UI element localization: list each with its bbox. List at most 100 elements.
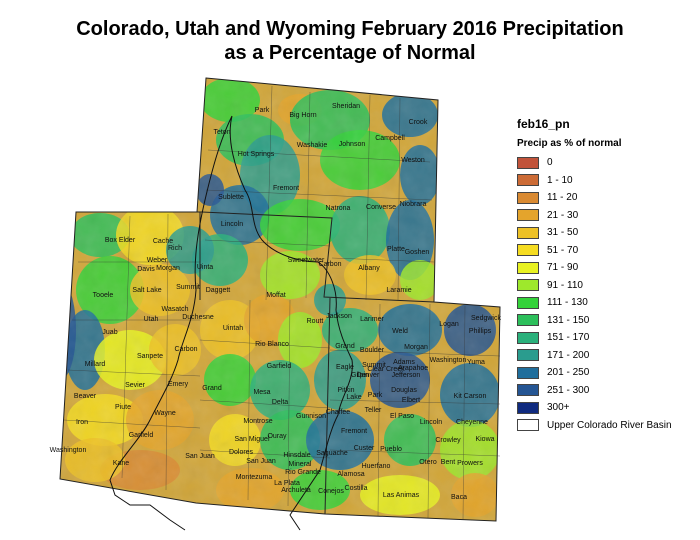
county-label: La Plata <box>274 480 300 487</box>
county-label: Delta <box>272 399 288 406</box>
legend-swatch <box>517 401 539 414</box>
legend-item: 91 - 110 <box>517 277 672 295</box>
county-label: Bent <box>441 459 455 466</box>
county-label: Yuma <box>467 359 485 366</box>
legend-item: 1 - 10 <box>517 172 672 190</box>
county-label: Uinta <box>197 264 213 271</box>
county-label: Summit <box>362 362 386 369</box>
legend-label: 1 - 10 <box>547 174 573 186</box>
legend-label: 0 <box>547 157 553 169</box>
county-label: Fremont <box>273 185 299 192</box>
legend-item: 131 - 150 <box>517 312 672 330</box>
county-label: Washakie <box>297 142 328 149</box>
legend-swatch <box>517 226 539 239</box>
county-label: Teller <box>365 407 382 414</box>
legend-swatch <box>517 314 539 327</box>
county-label: Adams <box>393 359 415 366</box>
county-label: Hinsdale <box>283 452 310 459</box>
legend-item: 51 - 70 <box>517 242 672 260</box>
legend-swatch <box>517 174 539 187</box>
legend-swatch <box>517 279 539 292</box>
county-label: Rich <box>168 245 182 252</box>
legend-label: 251 - 300 <box>547 384 590 396</box>
county-label: Sevier <box>125 382 146 389</box>
county-label: Clear Creek <box>367 366 405 373</box>
county-label: Utah <box>144 316 159 323</box>
county-label: Hot Springs <box>238 151 275 158</box>
county-label: Park <box>368 392 383 399</box>
legend-label: 151 - 170 <box>547 332 590 344</box>
county-label: Goshen <box>405 249 430 256</box>
county-label: Laramie <box>386 287 411 294</box>
county-label: Sheridan <box>332 103 360 110</box>
county-label: Lincoln <box>420 419 442 426</box>
legend-swatch <box>517 244 539 257</box>
county-label: Juab <box>102 329 117 336</box>
county-label: Douglas <box>391 387 417 394</box>
legend-item: 31 - 50 <box>517 224 672 242</box>
county-label: Teton <box>213 129 230 136</box>
county-label: Johnson <box>339 141 366 148</box>
legend-subtitle: Precip as % of normal <box>517 138 622 149</box>
county-label: Crook <box>409 119 428 126</box>
county-label: Saguache <box>316 450 348 457</box>
county-label: Big Horn <box>289 112 316 119</box>
county-label: Wasatch <box>162 306 189 313</box>
legend-label: 131 - 150 <box>547 314 590 326</box>
county-label: Sanpete <box>137 353 163 360</box>
county-label: Platte <box>387 246 405 253</box>
legend-label: Upper Colorado River Basin <box>547 419 672 431</box>
county-label: Morgan <box>404 344 428 351</box>
legend-label: 71 - 90 <box>547 262 579 274</box>
county-label: Larimer <box>360 316 384 323</box>
county-label: San Miguel <box>234 436 269 443</box>
county-label: Custer <box>354 445 375 452</box>
county-label: Rio Grande <box>285 469 321 476</box>
county-label: Albany <box>358 265 380 272</box>
county-label: Grand <box>202 385 222 392</box>
legend: feb16_pn Precip as % of normal 0 1 - 10 11… <box>517 117 672 434</box>
legend-swatch <box>517 191 539 204</box>
county-label: San Juan <box>246 458 276 465</box>
county-label: Crowley <box>435 437 461 444</box>
county-label: Alamosa <box>337 471 364 478</box>
county-label: Elbert <box>402 397 420 404</box>
county-label: Summit <box>176 284 200 291</box>
legend-item: 300+ <box>517 399 672 417</box>
county-label: El Paso <box>390 413 414 420</box>
county-label: Wayne <box>154 410 176 417</box>
county-label: Montezuma <box>236 474 273 481</box>
county-label: Converse <box>366 204 396 211</box>
county-label: Washington <box>430 357 467 364</box>
county-label: Mesa <box>253 389 270 396</box>
legend-label: 11 - 20 <box>547 192 578 204</box>
legend-swatch <box>517 209 539 222</box>
county-label: Eagle <box>336 364 354 371</box>
map-title-line2: as a Percentage of Normal <box>224 42 476 64</box>
county-label: Cache <box>153 238 173 245</box>
county-label: Conejos <box>318 488 344 495</box>
county-label: Baca <box>451 494 467 501</box>
county-label: Cheyenne <box>456 419 488 426</box>
county-label: Pitkin <box>337 387 354 394</box>
county-label: Phillips <box>469 328 492 335</box>
legend-label: 171 - 200 <box>547 349 590 361</box>
county-label: Fremont <box>341 428 367 435</box>
upper-colorado-river-basin-outline <box>109 115 353 531</box>
legend-item: 151 - 170 <box>517 329 672 347</box>
county-label: Rio Blanco <box>255 341 289 348</box>
legend-item: 0 <box>517 154 672 172</box>
county-label: Morgan <box>156 265 180 272</box>
county-label: Moffat <box>266 292 285 299</box>
county-labels: Park Big Horn Sheridan Crook Teton Washakie Jo… <box>50 103 502 501</box>
county-label: Garfield <box>129 432 154 439</box>
county-label: Jackson <box>326 313 352 320</box>
county-label: Garfield <box>267 363 292 370</box>
legend-item: Upper Colorado River Basin <box>517 417 672 435</box>
county-label: Uintah <box>223 325 243 332</box>
county-label: Gilpin <box>351 372 369 379</box>
county-label: Mineral <box>289 461 312 468</box>
county-label: Pueblo <box>380 446 402 453</box>
legend-item: 171 - 200 <box>517 347 672 365</box>
legend-swatch <box>517 366 539 379</box>
